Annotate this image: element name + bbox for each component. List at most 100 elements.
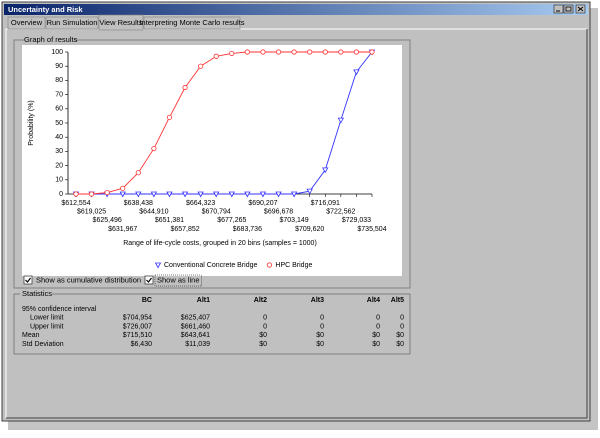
minimize-button[interactable] [553, 4, 564, 14]
tab-face[interactable] [7, 16, 46, 30]
focus-rect [154, 274, 202, 287]
y-tick-label: 100 [51, 49, 63, 56]
point [260, 49, 266, 55]
cell: 0 [263, 323, 267, 330]
legend-label: HPC Bridge [275, 262, 312, 269]
point [151, 145, 157, 152]
check-mark [25, 277, 31, 283]
cell: $0 [396, 341, 404, 348]
row-label: 95% confidence interval [22, 306, 97, 313]
x-tick-label: $631,967 [108, 226, 137, 233]
group-label: Statistics [22, 289, 52, 298]
maximize-button[interactable] [563, 4, 574, 14]
cell: $11,039 [185, 341, 210, 348]
checkbox-label[interactable]: Show as cumulative distribution [36, 275, 141, 284]
title-bar [4, 4, 588, 15]
point [290, 191, 298, 198]
x-tick-label: $683,736 [233, 226, 262, 233]
group-label: Graph of results [24, 35, 78, 44]
group-label-bg [20, 289, 52, 298]
y-tick-label: 60 [55, 106, 63, 113]
x-tick-label: $638,438 [124, 200, 153, 207]
column-header: Alt1 [197, 297, 210, 304]
x-tick-label: $709,620 [295, 226, 324, 233]
group-label-bg [24, 35, 74, 44]
x-tick-label: $690,207 [248, 200, 277, 207]
point [181, 191, 189, 198]
x-tick-label: $657,852 [170, 226, 199, 233]
column-header: Alt3 [311, 297, 324, 304]
column-header: BC [142, 297, 152, 304]
tab-label[interactable]: Interpreting Monte Carlo results [139, 18, 244, 27]
cell: $0 [259, 332, 267, 339]
tab-face[interactable] [98, 14, 144, 31]
row-label: Upper limit [30, 323, 64, 330]
cell: $726,007 [123, 323, 152, 330]
point [369, 49, 375, 55]
cell: 0 [376, 315, 380, 322]
window-buttons[interactable] [553, 4, 586, 14]
x-tick-label: $735,504 [357, 226, 386, 233]
cell: 0 [400, 315, 404, 322]
tab-face[interactable] [143, 16, 241, 30]
y-axis-title: Probability (%) [28, 100, 35, 146]
group-box [13, 39, 411, 289]
y-tick-label: 20 [55, 162, 63, 169]
checkbox-box[interactable] [23, 275, 33, 285]
cell: 0 [320, 315, 324, 322]
tab[interactable]: View Results [98, 14, 144, 31]
x-axis-title: Range of life-cycle costs, grouped in 20… [123, 240, 317, 247]
cell: $643,641 [181, 332, 210, 339]
legend-marker [154, 262, 162, 269]
x-tick-label: $729,033 [342, 217, 371, 224]
cell: $625,407 [181, 315, 210, 322]
tab-pane-edge [6, 29, 588, 419]
cell: $0 [372, 332, 380, 339]
point [353, 69, 360, 76]
chart-area [22, 45, 402, 276]
tab-label[interactable]: View Results [99, 18, 142, 27]
y-tick-label: 70 [55, 91, 63, 98]
point [135, 191, 142, 198]
point [166, 114, 173, 120]
y-tick-label: 30 [55, 148, 63, 155]
tab[interactable]: Overview [7, 16, 46, 30]
point [244, 49, 250, 55]
point [307, 49, 313, 55]
checkbox[interactable]: Show as line [144, 274, 202, 287]
point [213, 53, 219, 59]
cell: $0 [372, 341, 380, 348]
legend-label: Conventional Concrete Bridge [164, 262, 257, 269]
tab[interactable]: Run Simulation [45, 16, 99, 30]
x-tick-label: $644,910 [139, 209, 168, 216]
tab[interactable]: Interpreting Monte Carlo results [139, 16, 245, 30]
tab-label[interactable]: Overview [11, 18, 43, 27]
x-tick-label: $670,794 [202, 209, 231, 216]
check-mark [146, 277, 152, 283]
x-tick-label: $625,496 [93, 217, 122, 224]
cell: $0 [396, 332, 404, 339]
point [244, 191, 251, 198]
y-tick-label: 50 [55, 120, 63, 127]
point [197, 191, 204, 198]
checkbox[interactable]: Show as cumulative distribution [23, 275, 141, 285]
point [337, 117, 345, 124]
checkbox-box[interactable] [144, 275, 154, 285]
column-header: Alt5 [391, 297, 404, 304]
tab-label[interactable]: Run Simulation [47, 18, 98, 27]
cell: $661,460 [181, 323, 210, 330]
y-tick-label: 0 [59, 191, 63, 198]
point [306, 188, 313, 195]
x-tick-label: $651,381 [155, 217, 184, 224]
point [88, 191, 95, 197]
point [353, 49, 360, 55]
point [275, 191, 282, 198]
row-label: Lower limit [30, 315, 64, 322]
cell: 0 [263, 315, 267, 322]
cell: 0 [376, 323, 380, 330]
tab-face[interactable] [45, 16, 99, 30]
checkbox-label[interactable]: Show as line [157, 275, 200, 284]
cell: $0 [316, 332, 324, 339]
point [275, 49, 282, 55]
